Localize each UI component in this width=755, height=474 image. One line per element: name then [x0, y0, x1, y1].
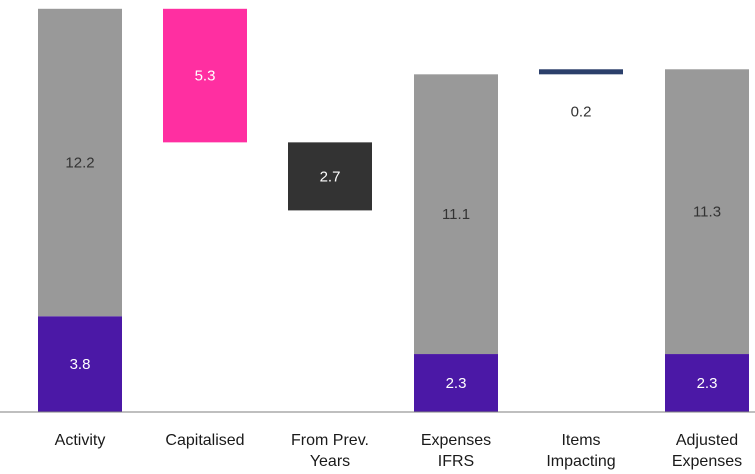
- bar-value-label: 2.3: [697, 375, 718, 392]
- bar-segment-8: [665, 69, 749, 355]
- category-label-line: Expenses: [421, 432, 491, 449]
- category-label-line: Impacting: [546, 453, 615, 470]
- category-label-line: Years: [310, 453, 350, 470]
- bar-labels-group: 3.8 12.2 5.3 2.7 2.3 11.1 0.2 2.3 11.3: [65, 68, 721, 392]
- bar-segment-4: [414, 354, 498, 412]
- category-label: Activity: [55, 432, 106, 449]
- category-label: Items Impacting: [546, 432, 615, 470]
- category-label-line: Activity: [55, 432, 106, 449]
- bar-segment-7: [665, 354, 749, 412]
- category-label-line: Expenses: [672, 453, 742, 470]
- bar-segment-6: [539, 69, 623, 75]
- bars-group: [38, 8, 749, 412]
- bar-value-label: 11.1: [442, 206, 470, 223]
- category-label-line: IFRS: [438, 453, 474, 470]
- category-label-line: Adjusted: [676, 432, 738, 449]
- bar-segment-3: [288, 142, 372, 211]
- bar-value-label: 12.2: [65, 155, 94, 172]
- category-label: From Prev. Years: [291, 432, 369, 470]
- bar-segment-2: [163, 8, 247, 143]
- bar-value-label: 5.3: [195, 68, 216, 85]
- bar-value-label: 0.2: [571, 103, 592, 120]
- category-labels-group: Activity Capitalised From Prev. Years Expens…: [55, 432, 742, 470]
- category-label-line: Capitalised: [165, 432, 244, 449]
- category-label-line: Items: [561, 432, 600, 449]
- category-label: Expenses IFRS: [421, 432, 491, 470]
- category-label: Capitalised: [165, 432, 244, 449]
- bar-value-label: 2.7: [320, 168, 341, 185]
- bar-segment-5: [414, 74, 498, 355]
- bar-segment-0: [38, 316, 122, 412]
- bar-value-label: 11.3: [693, 204, 721, 221]
- bar-segment-1: [38, 8, 122, 317]
- category-label: Adjusted Expenses: [672, 432, 742, 470]
- bar-value-label: 3.8: [70, 356, 91, 373]
- category-label-line: From Prev.: [291, 432, 369, 449]
- bar-value-label: 2.3: [446, 375, 467, 392]
